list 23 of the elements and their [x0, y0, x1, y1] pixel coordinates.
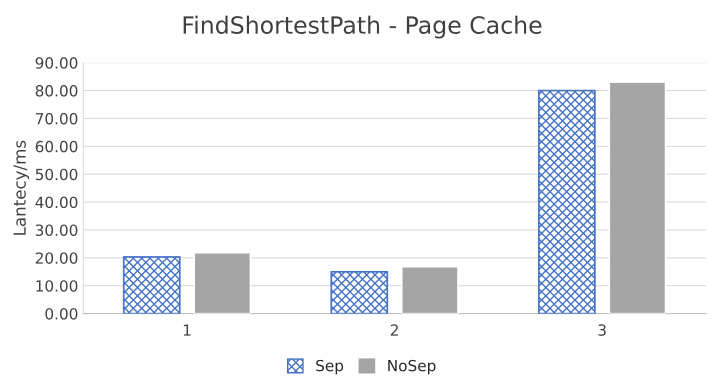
chart-title: FindShortestPath - Page Cache [184, 16, 542, 39]
legend-label: Sep [316, 360, 344, 374]
y-tick-label: 60.00 [36, 140, 78, 152]
y-tick-label: 40.00 [35, 196, 78, 208]
y-tick-label: 80.00 [36, 85, 78, 97]
y-tick-label: 0.00 [45, 308, 78, 320]
bar [608, 82, 666, 314]
y-tick-label: 30.00 [36, 224, 78, 236]
bar [330, 270, 388, 314]
x-tick-label: 3 [598, 324, 606, 336]
y-tick-label: 10.00 [36, 280, 78, 292]
x-tick-label: 1 [184, 324, 190, 336]
y-tick-label: 50.00 [36, 168, 78, 180]
x-tick-label: 2 [390, 324, 398, 336]
y-tick-label: 20.00 [36, 252, 78, 264]
bar [194, 252, 252, 314]
y-tick-label: 90.00 [36, 57, 78, 69]
y-axis-title: Lantecy/ms [13, 140, 30, 235]
legend-label: NoSep [388, 360, 436, 374]
bar [401, 266, 459, 314]
bar [538, 90, 596, 314]
bar [122, 256, 181, 314]
y-tick-label: 70.00 [36, 112, 78, 124]
